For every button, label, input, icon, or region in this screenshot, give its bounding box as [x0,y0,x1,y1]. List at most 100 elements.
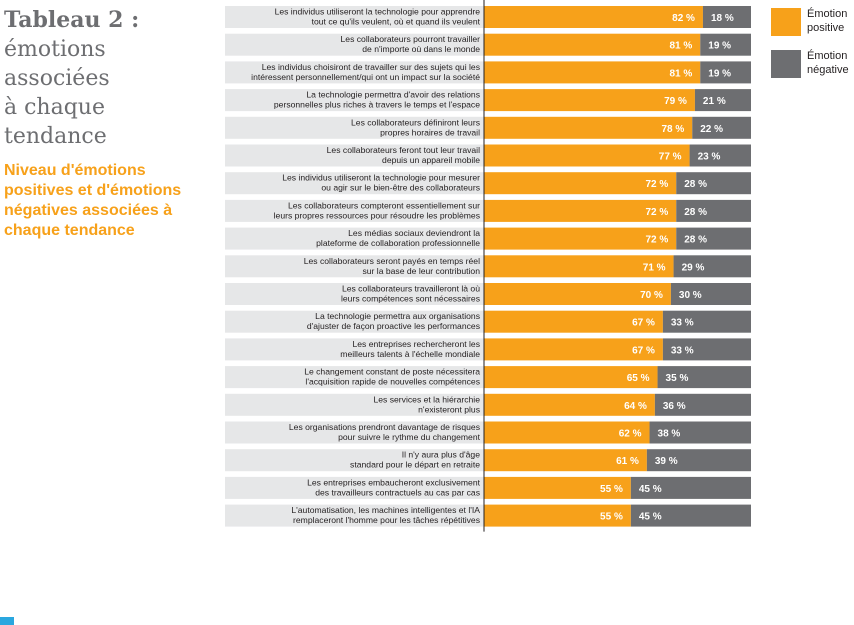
data-label-positive: 81 % [669,41,692,52]
data-label-positive: 72 % [645,235,668,246]
category-row-background [225,172,484,195]
category-label: Les individus utiliseront la technologie… [282,173,480,193]
data-label-negative: 23 % [698,152,721,163]
category-row-background [225,6,484,28]
legend-item-positive: Émotion positive [771,6,854,44]
bar-negative [702,6,751,28]
category-row-background [225,144,484,167]
category-label: Il n'y aura plus d'âge standard pour le d… [350,450,480,470]
bar-positive [484,61,701,84]
bar-negative [630,476,751,499]
data-label-positive: 77 % [659,152,682,163]
data-label-negative: 30 % [679,290,702,301]
legend-item-negative: Émotion négative [771,48,854,86]
bar-positive [484,338,663,361]
bar-positive [484,144,690,167]
bar-positive [484,366,658,389]
bar-positive [484,199,677,222]
data-label-negative: 28 % [684,235,707,246]
bar-negative [670,283,751,305]
bar-negative [694,89,751,112]
data-label-positive: 78 % [661,124,684,135]
data-label-negative: 45 % [639,512,662,523]
category-label: Les collaborateurs compteront essentiell… [274,200,480,220]
bar-positive [484,449,647,472]
data-label-negative: 33 % [671,318,694,329]
category-label: Les collaborateurs travailleront là où le… [341,284,480,304]
bar-negative [646,449,751,472]
category-row-background [225,283,484,305]
bar-negative [676,172,751,195]
data-label-positive: 81 % [669,68,692,79]
chart-title: Tableau 2 : émotions associées à chaque … [4,6,219,151]
data-label-negative: 39 % [655,456,678,467]
bar-negative [676,199,751,222]
data-label-negative: 21 % [703,96,726,107]
bar-positive [484,6,703,28]
corner-marker [0,617,14,625]
category-row-background [225,338,484,361]
subtitle-line: chaque tendance [4,222,135,239]
bar-negative [654,393,751,416]
data-label-positive: 72 % [645,179,668,190]
bar-negative [649,421,751,444]
bar-positive [484,172,677,195]
data-label-negative: 19 % [708,68,731,79]
category-row-background [225,33,484,56]
category-row-background [225,89,484,112]
category-row-background [225,366,484,389]
category-row-background [225,255,484,278]
category-row-background [225,504,484,527]
category-label: L'automatisation, les machines intellige… [291,505,480,525]
category-row-background [225,449,484,472]
category-row-background [225,421,484,444]
bar-negative [676,227,751,250]
bar-positive [484,504,631,527]
category-label: Les collaborateurs feront tout leur trav… [327,145,481,165]
data-label-negative: 18 % [711,13,734,24]
legend-label-positive: Émotion positive [807,8,848,34]
legend-swatch-negative [771,50,801,78]
data-label-positive: 62 % [619,429,642,440]
title-number: Tableau 2 : [4,7,140,33]
bar-negative [700,33,751,56]
data-label-negative: 19 % [708,41,731,52]
category-row-background [225,199,484,222]
data-label-positive: 65 % [627,373,650,384]
category-label: Les entreprises rechercheront les meilleu… [340,339,480,359]
bar-positive [484,89,695,112]
bar-positive [484,255,674,278]
category-label: Les individus choisiront de travailler s… [251,62,480,82]
bar-negative [662,338,751,361]
data-label-positive: 67 % [632,345,655,356]
category-label: La technologie permettra aux organisatio… [307,311,480,331]
category-row-background [225,393,484,416]
data-label-negative: 45 % [639,484,662,495]
title-line: associées [4,66,110,91]
data-label-negative: 35 % [666,373,689,384]
category-row-background [225,476,484,499]
bar-negative [700,61,751,84]
legend-swatch-positive [771,8,801,36]
bar-positive [484,421,650,444]
bar-negative [692,116,751,139]
category-label: Les entreprises embaucheront exclusiveme… [307,477,481,497]
subtitle-line: Niveau d'émotions [4,162,146,179]
data-label-positive: 82 % [672,13,695,24]
bar-negative [630,504,751,527]
data-label-positive: 70 % [640,290,663,301]
category-label: La technologie permettra d'avoir des rel… [274,90,480,110]
data-label-positive: 72 % [645,207,668,218]
data-label-negative: 36 % [663,401,686,412]
bar-positive [484,116,693,139]
subtitle-line: négatives associées à [4,202,173,219]
data-label-negative: 28 % [684,207,707,218]
category-label: Les organisations prendront davantage de… [289,422,481,442]
category-row-background [225,227,484,250]
bar-positive [484,33,701,56]
bar-positive [484,393,655,416]
category-label: Les collaborateurs définiront leurs propr… [351,117,480,137]
data-label-negative: 28 % [684,179,707,190]
title-line: tendance [4,124,107,149]
bar-positive [484,227,677,250]
